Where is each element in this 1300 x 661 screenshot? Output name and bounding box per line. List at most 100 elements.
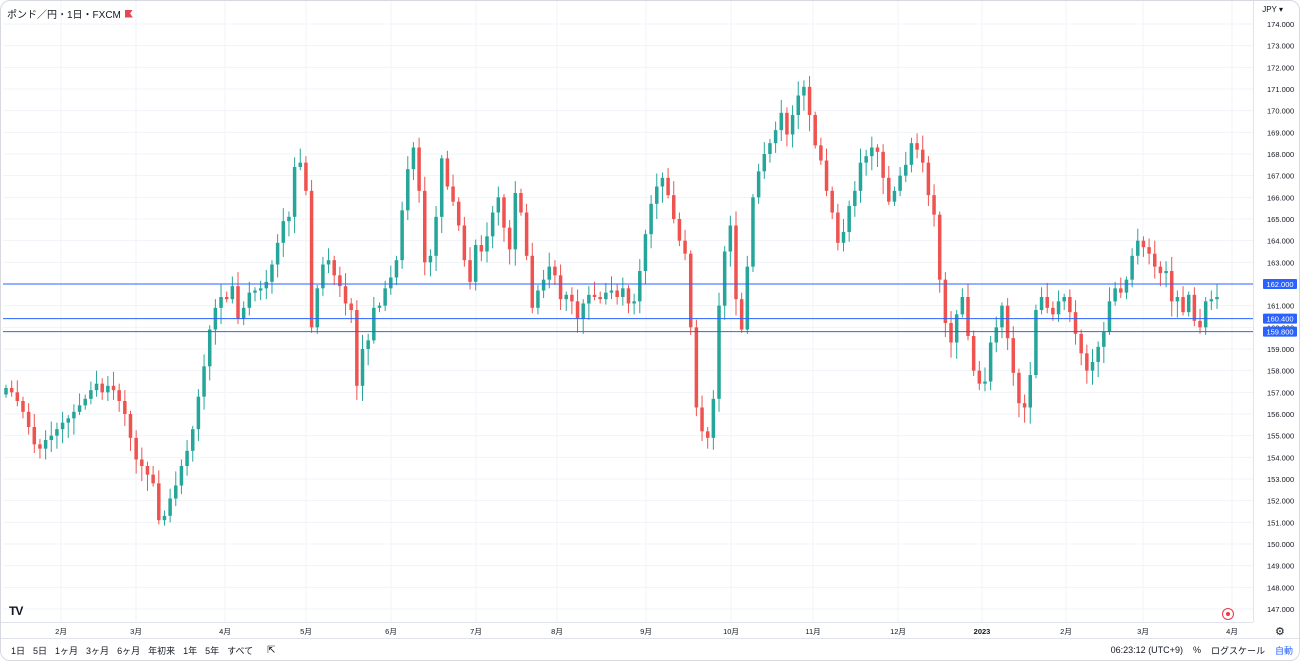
candle-up [77,405,82,412]
candle-down [739,299,744,330]
candle-down [530,255,535,308]
candle-up [439,158,444,217]
candle-down [1045,297,1049,308]
candle-down [875,147,880,152]
log-scale-button[interactable]: ログスケール [1210,645,1265,656]
tradingview-logo-icon[interactable]: TV [9,604,23,618]
candle-up [253,290,257,293]
candle-up [1028,375,1033,408]
red-flag-icon[interactable] [124,9,133,18]
candle-down [705,431,710,438]
candle-up [94,383,99,391]
timeframe-button[interactable]: 3ヶ月 [86,645,110,656]
symbol-legend[interactable]: ポンド／円・1日・FXCM [7,6,133,21]
timeframe-button[interactable]: 5年 [205,645,220,656]
timeframe-button[interactable]: 1年 [183,645,198,656]
candle-down [836,212,840,243]
candle-down [553,266,557,276]
candle-up [609,290,614,293]
timeframe-button[interactable]: 1日 [11,645,26,656]
candle-up [281,221,286,243]
candle-up [428,255,433,263]
candle-up [372,307,376,341]
bottom-toolbar: 1日 5日 1ヶ月 3ヶ月 6ヶ月 年初来 1年 5年 すべて ⇱ 06:23:12 (UTC+… [1,638,1299,660]
calendar-range-icon[interactable]: ⇱ [267,644,276,656]
y-tick-label: 169.000 [1267,128,1294,137]
timeframe-button[interactable]: 年初来 [148,645,176,656]
x-tick-label: 3月 [130,627,142,636]
candle-up [796,95,800,115]
candle-down [100,383,104,393]
candle-up [406,169,410,211]
candle-up [83,398,87,406]
candle-up [853,190,857,206]
candle-down [915,143,919,150]
candle-up [581,303,585,319]
candle-down [881,151,885,178]
y-tick-label: 154.000 [1267,453,1294,462]
candle-up [988,342,993,382]
auto-scale-button[interactable]: 自動 [1274,645,1293,656]
horizontal-line-label: 162.000 [1266,280,1293,289]
candle-up [790,115,795,135]
timeframe-button[interactable]: 1ヶ月 [55,645,79,656]
alert-record-icon[interactable] [1222,608,1234,620]
candle-down [807,86,812,115]
candle-down [626,288,631,304]
candle-down [977,370,982,384]
candle-up [773,130,778,144]
candle-up [60,422,65,430]
price-label-badge [1263,279,1297,289]
candle-up [756,171,761,198]
candle-up [1215,297,1219,300]
candle-up [1000,305,1004,328]
candle-down [224,297,229,300]
candle-up [655,186,659,204]
clock-time[interactable]: 06:23:12 (UTC+9) [1110,645,1183,655]
y-tick-label: 150.000 [1267,540,1294,549]
percent-button[interactable]: % [1192,645,1201,655]
candle-down [502,197,506,228]
candle-up [1107,301,1112,332]
candle-down [819,145,823,161]
candle-up [264,281,269,289]
y-tick-label: 172.000 [1267,63,1294,72]
timeframe-button[interactable]: 5日 [33,645,48,656]
x-tick-label: 4月 [219,627,231,636]
x-tick-label: 2月 [55,627,67,636]
candle-up [207,329,212,367]
currency-selector[interactable]: JPY ▾ [1262,5,1283,14]
candle-up [909,143,914,165]
candlestick-chart[interactable]: 147.000 148.000 149.000 150.000 151.000 152.0… [1,1,1299,638]
x-tick-label: 7月 [470,627,482,636]
timeframe-button[interactable]: 6ヶ月 [117,645,141,656]
candle-up [66,418,71,423]
candle-down [598,297,602,300]
candle-up [858,162,863,191]
candle-down [1011,338,1016,373]
gear-icon[interactable]: ⚙ [1275,626,1285,638]
candle-down [575,301,580,319]
candle-up [864,156,868,163]
candle-up [1062,297,1066,302]
candle-down [1119,288,1123,293]
candle-down [123,401,127,414]
candle-up [728,225,733,252]
candle-down [1005,305,1010,339]
x-tick-label: 10月 [723,627,739,636]
candle-up [604,292,608,300]
candle-down [21,401,25,412]
y-tick-label: 168.000 [1267,150,1294,159]
timeframe-buttons: 1日 5日 1ヶ月 3ヶ月 6ヶ月 年初来 1年 5年 すべて [7,644,257,657]
candle-up [513,193,518,250]
candle-up [841,232,846,243]
candle-up [1136,240,1140,256]
candle-down [338,275,342,287]
candle-up [219,297,223,308]
candle-down [887,177,891,202]
candle-down [15,392,20,401]
timeframe-button[interactable]: すべて [227,645,254,656]
candle-up [383,288,387,306]
candle-down [1051,307,1055,315]
